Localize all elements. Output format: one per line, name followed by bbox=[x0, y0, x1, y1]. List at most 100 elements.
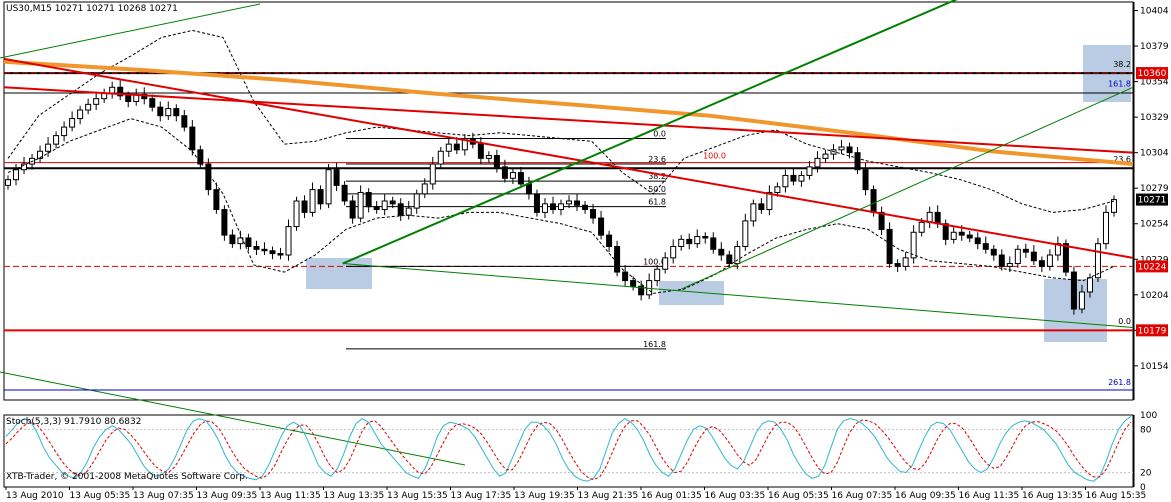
candle-body bbox=[1022, 248, 1029, 253]
candle-body bbox=[69, 118, 76, 128]
candle-body bbox=[109, 86, 116, 94]
candle-body bbox=[1086, 277, 1093, 293]
time-tick-label: 16 Aug 05:35 bbox=[768, 491, 829, 501]
candle-body bbox=[958, 231, 965, 236]
price-tick-label: 10404 bbox=[1140, 7, 1169, 17]
fib-right-label: 0.0 bbox=[1118, 317, 1131, 326]
candle-body bbox=[429, 163, 436, 185]
candle-body bbox=[277, 253, 284, 256]
candle-body bbox=[998, 254, 1005, 267]
candle-body bbox=[45, 143, 52, 152]
candle-body bbox=[1102, 211, 1109, 245]
candle-body bbox=[694, 236, 701, 245]
trendline-red-downtrend bbox=[3, 57, 1134, 259]
candle-body bbox=[213, 189, 220, 211]
fib-level-label: 0.0 bbox=[653, 129, 666, 138]
time-tick-label: 16 Aug 15:35 bbox=[1086, 491, 1147, 501]
candle-body bbox=[750, 203, 757, 222]
candle-body bbox=[189, 126, 196, 151]
fib-level-label: 100.0 bbox=[643, 257, 666, 266]
candle-body bbox=[918, 221, 925, 233]
moving-average-line bbox=[3, 59, 1134, 166]
candle-body bbox=[365, 191, 372, 208]
candle-body bbox=[710, 237, 717, 250]
candle-body bbox=[1046, 254, 1053, 267]
candle-body bbox=[950, 231, 957, 240]
candle-body bbox=[862, 169, 869, 191]
fib-right-label: 161.8 bbox=[1108, 80, 1131, 89]
candle-body bbox=[501, 166, 508, 179]
candle-body bbox=[5, 179, 11, 186]
candle-body bbox=[886, 228, 893, 265]
price-tick-label: 10379 bbox=[1140, 42, 1169, 52]
candle-body bbox=[1014, 248, 1021, 265]
candle-body bbox=[566, 200, 573, 205]
candle-body bbox=[606, 234, 613, 247]
candle-body bbox=[317, 189, 324, 205]
candle-body bbox=[61, 126, 68, 137]
candle-body bbox=[662, 257, 669, 270]
candle-body bbox=[477, 143, 484, 159]
candle-body bbox=[894, 263, 901, 267]
candle-body bbox=[301, 200, 308, 213]
candle-body bbox=[790, 174, 797, 182]
candle-body bbox=[149, 98, 156, 108]
time-tick-label: 16 Aug 03:35 bbox=[705, 491, 766, 501]
price-tick-label: 10354 bbox=[1140, 78, 1169, 88]
fib-right-label: 38.2 bbox=[1113, 60, 1131, 69]
highlight-zone bbox=[306, 258, 372, 289]
candle-body bbox=[53, 135, 60, 145]
candle-body bbox=[461, 137, 468, 151]
candle-body bbox=[686, 238, 693, 245]
candle-body bbox=[541, 203, 548, 213]
stochastic-tick-label: 100 bbox=[1140, 411, 1157, 421]
candle-body bbox=[878, 211, 885, 230]
candle-body bbox=[654, 268, 661, 282]
fib-level-label: 161.8 bbox=[643, 340, 666, 349]
fib-right-label: 23.6 bbox=[1113, 155, 1131, 164]
candle-body bbox=[1111, 199, 1117, 213]
stochastic-main-line bbox=[5, 415, 1132, 482]
price-badge-label: 10179 bbox=[1138, 326, 1167, 336]
candle-body bbox=[798, 174, 805, 182]
time-tick-label: 16 Aug 13:35 bbox=[1022, 491, 1083, 501]
candle-body bbox=[253, 245, 260, 250]
time-tick-label: 13 Aug 13:35 bbox=[324, 491, 385, 501]
stochastic-tick-label: 0 bbox=[1140, 483, 1146, 493]
time-tick-label: 16 Aug 09:35 bbox=[895, 491, 956, 501]
candle-body bbox=[349, 200, 356, 219]
candle-body bbox=[413, 193, 420, 209]
candle-body bbox=[1078, 291, 1085, 310]
candle-body bbox=[405, 207, 412, 216]
candle-body bbox=[942, 223, 949, 240]
candle-body bbox=[766, 191, 773, 211]
candle-body bbox=[373, 206, 380, 211]
time-tick-label: 13 Aug 2010 bbox=[6, 491, 64, 501]
candle-body bbox=[173, 108, 180, 117]
candle-body bbox=[814, 157, 821, 168]
stochastic-plot-frame bbox=[3, 414, 1134, 488]
candle-body bbox=[1038, 260, 1045, 267]
stochastic-signal-line bbox=[5, 419, 1132, 481]
price-tick-label: 10204 bbox=[1140, 291, 1169, 301]
candle-body bbox=[237, 237, 244, 245]
price-badge-label: 10224 bbox=[1138, 262, 1167, 272]
time-tick-label: 16 Aug 07:35 bbox=[832, 491, 893, 501]
candle-body bbox=[533, 193, 540, 213]
candle-body bbox=[702, 236, 709, 239]
candle-body bbox=[670, 245, 677, 259]
time-tick-label: 16 Aug 11:35 bbox=[959, 491, 1020, 501]
price-badge bbox=[1136, 193, 1168, 206]
candle-body bbox=[558, 203, 564, 211]
candle-body bbox=[782, 174, 789, 188]
candle-body bbox=[125, 95, 132, 102]
time-tick-label: 13 Aug 09:35 bbox=[197, 491, 258, 501]
candle-body bbox=[205, 163, 212, 191]
candle-body bbox=[574, 200, 581, 206]
candle-body bbox=[982, 243, 989, 250]
candle-body bbox=[381, 200, 388, 211]
copyright-text: XTB-Trader, © 2001-2008 MetaQuotes Softw… bbox=[6, 472, 248, 482]
candle-body bbox=[582, 204, 589, 211]
candle-body bbox=[21, 163, 28, 171]
